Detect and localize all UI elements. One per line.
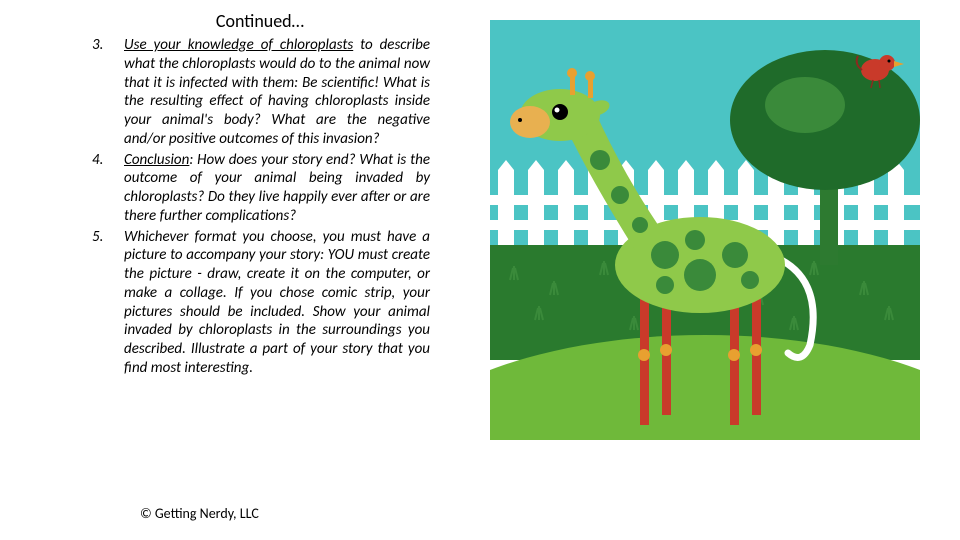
list-item: 3. Use your knowledge of chloroplasts to… (90, 36, 430, 149)
item-number: 4. (90, 151, 124, 226)
list-item: 5. Whichever format you choose, you must… (90, 228, 430, 378)
item-number: 3. (90, 36, 124, 149)
item-text: Use your knowledge of chloroplasts to de… (124, 36, 430, 149)
item-text: Whichever format you choose, you must ha… (124, 228, 430, 378)
item-number: 5. (90, 228, 124, 378)
instruction-list: 3. Use your knowledge of chloroplasts to… (90, 36, 430, 378)
item-text: Conclusion: How does your story end? Wha… (124, 151, 430, 226)
giraffe-illustration (490, 20, 920, 440)
copyright-text: © Getting Nerdy, LLC (140, 505, 259, 522)
list-item: 4. Conclusion: How does your story end? … (90, 151, 430, 226)
continued-heading: Continued… (90, 10, 430, 32)
text-content: Continued… 3. Use your knowledge of chlo… (90, 10, 430, 380)
